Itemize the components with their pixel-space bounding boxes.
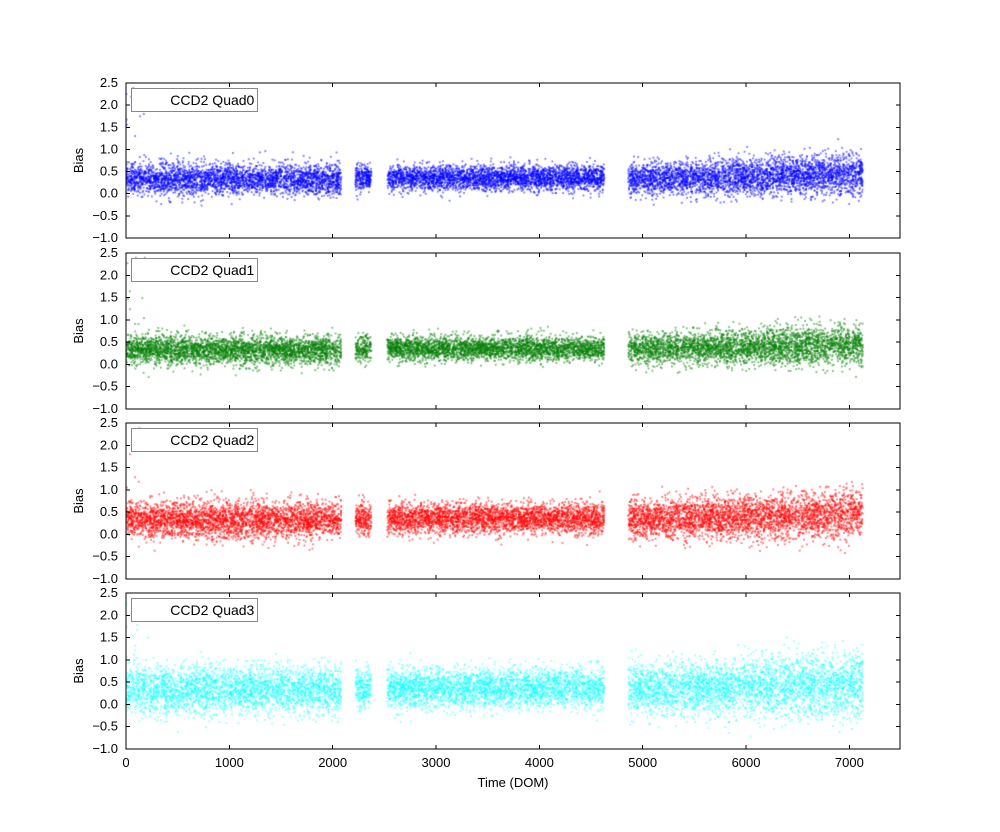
svg-text:1.5: 1.5 — [100, 630, 118, 645]
svg-text:5000: 5000 — [628, 755, 657, 770]
svg-text:1.5: 1.5 — [100, 460, 118, 475]
svg-text:2.0: 2.0 — [100, 97, 118, 112]
svg-text:0.5: 0.5 — [100, 334, 118, 349]
svg-text:−1.0: −1.0 — [92, 401, 118, 416]
svg-text:0.5: 0.5 — [100, 504, 118, 519]
svg-text:Bias: Bias — [71, 147, 86, 173]
svg-text:−1.0: −1.0 — [92, 230, 118, 245]
svg-text:−0.5: −0.5 — [92, 379, 118, 394]
svg-text:0.0: 0.0 — [100, 696, 118, 711]
svg-text:0.0: 0.0 — [100, 356, 118, 371]
svg-text:6000: 6000 — [732, 755, 761, 770]
svg-text:2.5: 2.5 — [100, 415, 118, 430]
svg-text:1000: 1000 — [215, 755, 244, 770]
svg-text:1.0: 1.0 — [100, 312, 118, 327]
svg-text:−1.0: −1.0 — [92, 741, 118, 756]
svg-text:CCD2 Quad1: CCD2 Quad1 — [170, 262, 254, 278]
svg-text:2.5: 2.5 — [100, 245, 118, 260]
svg-text:Bias: Bias — [71, 658, 86, 684]
svg-text:2.0: 2.0 — [100, 267, 118, 282]
svg-text:2.5: 2.5 — [100, 585, 118, 600]
svg-text:2000: 2000 — [318, 755, 347, 770]
svg-text:CCD2 Quad0: CCD2 Quad0 — [170, 92, 254, 108]
svg-text:2.0: 2.0 — [100, 437, 118, 452]
svg-text:0.5: 0.5 — [100, 164, 118, 179]
svg-text:2.0: 2.0 — [100, 607, 118, 622]
svg-text:3000: 3000 — [422, 755, 451, 770]
svg-text:1.0: 1.0 — [100, 482, 118, 497]
svg-text:Bias: Bias — [71, 488, 86, 514]
svg-text:0.0: 0.0 — [100, 526, 118, 541]
svg-text:7000: 7000 — [835, 755, 864, 770]
svg-text:0.0: 0.0 — [100, 186, 118, 201]
svg-text:1.5: 1.5 — [100, 290, 118, 305]
svg-text:−0.5: −0.5 — [92, 208, 118, 223]
svg-text:−0.5: −0.5 — [92, 549, 118, 564]
svg-text:Bias: Bias — [71, 318, 86, 344]
svg-text:1.5: 1.5 — [100, 119, 118, 134]
svg-text:0.5: 0.5 — [100, 674, 118, 689]
svg-text:1.0: 1.0 — [100, 652, 118, 667]
svg-text:CCD2 Quad2: CCD2 Quad2 — [170, 432, 254, 448]
svg-text:−0.5: −0.5 — [92, 719, 118, 734]
svg-text:0: 0 — [122, 755, 129, 770]
svg-text:−1.0: −1.0 — [92, 571, 118, 586]
svg-text:1.0: 1.0 — [100, 141, 118, 156]
svg-text:2.5: 2.5 — [100, 75, 118, 90]
svg-text:Time (DOM): Time (DOM) — [477, 775, 548, 790]
svg-text:CCD2 Quad3: CCD2 Quad3 — [170, 602, 254, 618]
svg-text:4000: 4000 — [525, 755, 554, 770]
